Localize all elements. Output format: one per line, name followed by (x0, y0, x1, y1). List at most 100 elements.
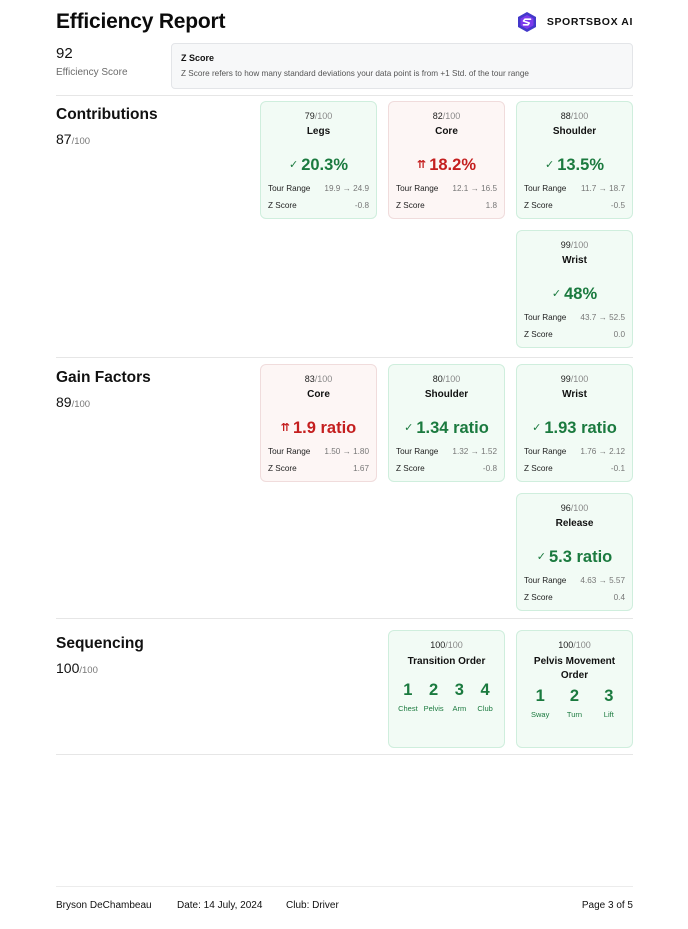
card-score-denominator: /100 (570, 240, 589, 250)
card-score: 96/100 (517, 503, 632, 513)
checkmark-icon: ✓ (551, 288, 562, 300)
z-score-label: Z Score (524, 201, 553, 210)
z-score-row: Z Score 0.4 (524, 593, 625, 602)
sequence-item-label: Arm (452, 704, 467, 713)
sequencing-title: Sequencing (56, 635, 144, 652)
card-metric-value-text: 5.3 ratio (548, 548, 613, 566)
tour-range-label: Tour Range (396, 184, 439, 193)
tour-range-label: Tour Range (524, 313, 567, 322)
z-score-label: Z Score (524, 464, 553, 473)
card-score-value: 88 (560, 111, 571, 121)
card-score-value: 96 (560, 503, 571, 513)
tour-range-row: Tour Range 43.7 → 52.5 (524, 313, 625, 322)
checkmark-icon: ✓ (532, 422, 542, 434)
z-score-value: -0.8 (354, 201, 369, 210)
efficiency-score-value: 92 (56, 45, 73, 62)
sequencing-score-denominator: /100 (79, 665, 98, 676)
card-score-denominator: /100 (573, 640, 591, 650)
tour-range-value: 1.50 → 1.80 (324, 447, 369, 456)
tour-range-value: 11.7 → 18.7 (581, 184, 625, 193)
z-score-label: Z Score (524, 330, 553, 339)
metric-card-contributions-shoulder: 88/100 Shoulder ✓ 13.5% Tour Range 11.7 → 18.… (516, 101, 633, 219)
z-score-row: Z Score -0.1 (524, 464, 625, 473)
card-score-value: 100 (558, 640, 574, 650)
tour-range-value: 43.7 → 52.5 (580, 313, 625, 322)
report-title: Efficiency Report (56, 10, 226, 33)
card-score: 100/100 (389, 640, 504, 650)
sequence-item: 1 Chest (395, 681, 421, 713)
zscore-info-title: Z Score (181, 53, 215, 63)
card-score: 79/100 (261, 111, 376, 121)
card-score-denominator: /100 (314, 374, 333, 384)
sequence-items: 1 Chest 2 Pelvis 3 Arm 4 Club (395, 681, 498, 713)
z-score-value: 1.67 (353, 464, 369, 473)
brand: SPORTSBOX AI (516, 11, 633, 33)
tour-range-label: Tour Range (524, 576, 567, 585)
card-metric-value: ✓ 5.3 ratio (517, 548, 632, 567)
card-metric-name: Legs (306, 126, 331, 137)
tour-range-label: Tour Range (524, 447, 567, 456)
section-divider (56, 754, 633, 755)
section-divider (56, 357, 633, 358)
gain-factors-title: Gain Factors (56, 369, 151, 386)
card-score: 80/100 (389, 374, 504, 384)
sequence-item-label: Sway (530, 710, 550, 719)
z-score-row: Z Score -0.5 (524, 201, 625, 210)
card-score: 88/100 (517, 111, 632, 121)
sequence-item-label: Lift (603, 710, 614, 719)
z-score-value: -0.5 (610, 201, 625, 210)
sequence-order-number: 2 (569, 687, 580, 705)
checkmark-icon: ✓ (544, 159, 555, 171)
metric-card-gain-release: 96/100 Release ✓ 5.3 ratio Tour Range 4.63 → … (516, 493, 633, 611)
tour-range-value: 19.9 → 24.9 (324, 184, 369, 193)
tour-range-label: Tour Range (268, 184, 311, 193)
gain-factors-score-denominator: /100 (71, 399, 91, 410)
z-score-row: Z Score 0.0 (524, 330, 625, 339)
z-score-label: Z Score (268, 464, 297, 473)
tour-range-row: Tour Range 1.32 → 1.52 (396, 447, 497, 456)
metric-card-contributions-wrist: 99/100 Wrist ✓ 48% Tour Range 43.7 → 52.5 Z Sc… (516, 230, 633, 348)
sequence-name: Transition Order (407, 656, 486, 667)
tour-range-label: Tour Range (396, 447, 439, 456)
metric-card-gain-shoulder: 80/100 Shoulder ✓ 1.34 ratio Tour Range 1.32 … (388, 364, 505, 482)
z-score-value: 0.0 (613, 330, 625, 339)
card-score-denominator: /100 (442, 111, 461, 121)
sequence-order-number: 2 (429, 681, 439, 699)
card-metric-name: Release (555, 518, 594, 529)
card-score-denominator: /100 (570, 503, 589, 513)
tour-range-value: 1.32 → 1.52 (452, 447, 497, 456)
sequence-item: 3 Arm (447, 681, 473, 713)
sequence-item-label: Club (477, 704, 493, 713)
sequencing-score: 100/100 (56, 660, 98, 676)
zscore-info-description: Z Score refers to how many standard devi… (181, 69, 529, 78)
z-score-row: Z Score -0.8 (396, 464, 497, 473)
sequence-order-number: 1 (403, 681, 413, 699)
sequence-order-number: 3 (454, 681, 464, 699)
sequence-item: 2 Pelvis (421, 681, 447, 713)
card-score-value: 99 (560, 374, 571, 384)
tour-range-row: Tour Range 1.50 → 1.80 (268, 447, 369, 456)
card-metric-value-text: 1.93 ratio (544, 419, 617, 437)
footer-club: Club: Driver (286, 900, 339, 911)
metric-card-gain-core: 83/100 Core ⇈ 1.9 ratio Tour Range 1.50 → 1.8… (260, 364, 377, 482)
efficiency-score-label: Efficiency Score (56, 67, 128, 78)
card-score-value: 80 (432, 374, 443, 384)
card-score-value: 82 (432, 111, 443, 121)
sequence-order-number: 4 (480, 681, 490, 699)
gain-factors-score: 89/100 (56, 394, 90, 410)
metric-card-contributions-core: 82/100 Core ⇈ 18.2% Tour Range 12.1 → 16.5 Z S… (388, 101, 505, 219)
card-metric-value-text: 1.34 ratio (416, 419, 489, 437)
checkmark-icon: ✓ (536, 551, 546, 563)
tour-range-row: Tour Range 19.9 → 24.9 (268, 184, 369, 193)
card-metric-value: ⇈ 18.2% (389, 156, 504, 175)
tour-range-row: Tour Range 4.63 → 5.57 (524, 576, 625, 585)
double-arrow-up-icon: ⇈ (416, 159, 427, 171)
z-score-row: Z Score 1.8 (396, 201, 497, 210)
card-metric-value: ⇈ 1.9 ratio (261, 419, 376, 438)
efficiency-summary: 92 Efficiency Score Z Score Z Score refe… (56, 43, 633, 89)
sequence-order-number: 3 (604, 687, 614, 705)
z-score-value: -0.1 (610, 464, 625, 473)
sequence-item: 4 Club (472, 681, 498, 713)
card-metric-value: ✓ 13.5% (517, 156, 632, 175)
card-score-value: 99 (560, 240, 571, 250)
